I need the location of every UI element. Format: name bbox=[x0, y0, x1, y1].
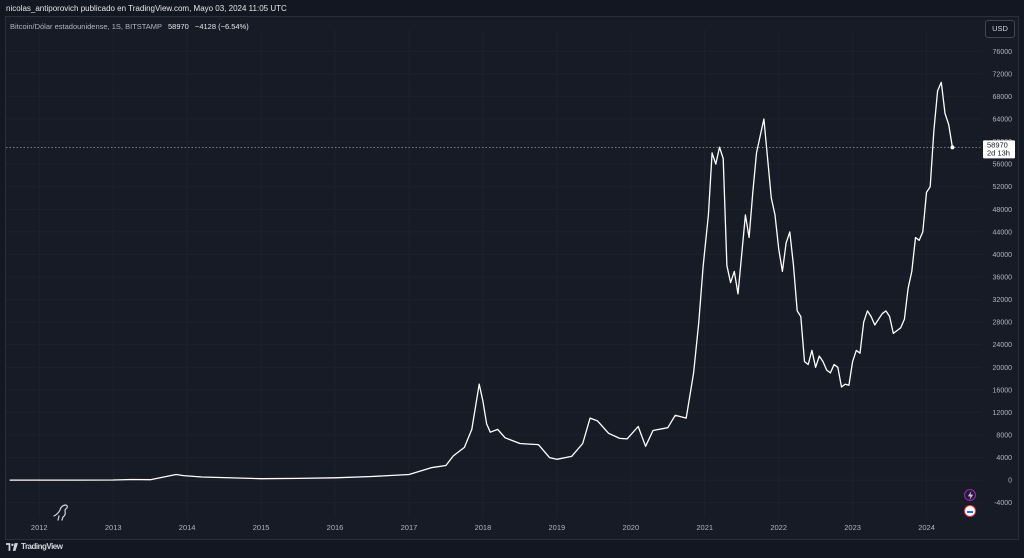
y-tick-label: 40000 bbox=[993, 252, 1013, 259]
footer: TradingView bbox=[6, 542, 63, 551]
y-tick-label: 8000 bbox=[996, 433, 1012, 440]
lightning-icon[interactable] bbox=[964, 489, 976, 501]
legend-change: −4128 (−6.54%) bbox=[194, 22, 249, 31]
y-tick-label: 48000 bbox=[993, 207, 1013, 214]
price-series-line bbox=[9, 81, 954, 481]
y-tick-label: 12000 bbox=[993, 410, 1013, 417]
y-tick-label: 68000 bbox=[993, 94, 1013, 101]
dino-icon[interactable] bbox=[53, 504, 68, 521]
x-tick-label: 2020 bbox=[622, 523, 639, 532]
y-axis: -4000 0 4000 8000 12000 16000 20000 24000 28000 3… bbox=[993, 49, 1013, 507]
x-tick-label: 2021 bbox=[696, 523, 713, 532]
published-byline: nicolas_antiporovich publicado en Tradin… bbox=[6, 4, 287, 13]
x-tick-label: 2017 bbox=[401, 523, 418, 532]
x-tick-label: 2019 bbox=[549, 523, 566, 532]
y-tick-label: 72000 bbox=[993, 71, 1013, 78]
tradingview-logo-icon bbox=[6, 542, 18, 551]
y-tick-label: -4000 bbox=[994, 500, 1012, 507]
symbol-legend: Bitcoin/Dólar estadounidense, 1S, BITSTA… bbox=[10, 22, 249, 31]
y-tick-label: 64000 bbox=[993, 117, 1013, 124]
last-price-value: 58970 bbox=[987, 140, 1008, 149]
grid bbox=[6, 30, 982, 518]
y-tick-label: 20000 bbox=[993, 365, 1013, 372]
y-tick-label: 56000 bbox=[993, 162, 1013, 169]
x-tick-label: 2012 bbox=[31, 523, 48, 532]
last-price-label: 58970 2d 13h bbox=[983, 140, 1015, 159]
y-tick-label: 36000 bbox=[993, 275, 1013, 282]
y-tick-label: 24000 bbox=[993, 342, 1013, 349]
y-tick-label: 28000 bbox=[993, 320, 1013, 327]
chart-panel bbox=[5, 16, 1019, 540]
legend-price: 58970 bbox=[167, 22, 189, 31]
x-tick-label: 2023 bbox=[844, 523, 861, 532]
brand-name[interactable]: TradingView bbox=[21, 542, 63, 551]
y-tick-label: 32000 bbox=[993, 297, 1013, 304]
y-tick-label: 44000 bbox=[993, 229, 1013, 236]
x-tick-label: 2018 bbox=[475, 523, 492, 532]
last-price-point bbox=[950, 145, 955, 150]
last-price-countdown: 2d 13h bbox=[987, 148, 1010, 157]
x-axis: 2012 2013 2014 2015 2016 2017 2018 2019 2020 2021… bbox=[31, 523, 935, 532]
flag-icon[interactable] bbox=[964, 505, 976, 517]
x-tick-label: 2015 bbox=[253, 523, 270, 532]
symbol-title: Bitcoin/Dólar estadounidense, 1S, BITSTA… bbox=[10, 22, 162, 31]
x-tick-label: 2016 bbox=[327, 523, 344, 532]
y-tick-label: 0 bbox=[1008, 478, 1012, 485]
y-tick-label: 76000 bbox=[993, 49, 1013, 56]
x-tick-label: 2024 bbox=[918, 523, 935, 532]
y-tick-label: 4000 bbox=[996, 455, 1012, 462]
currency-button[interactable]: USD bbox=[985, 20, 1015, 38]
y-tick-label: 16000 bbox=[993, 387, 1013, 394]
y-tick-label: 52000 bbox=[993, 184, 1013, 191]
x-tick-label: 2014 bbox=[179, 523, 196, 532]
x-tick-label: 2022 bbox=[770, 523, 787, 532]
x-tick-label: 2013 bbox=[105, 523, 122, 532]
